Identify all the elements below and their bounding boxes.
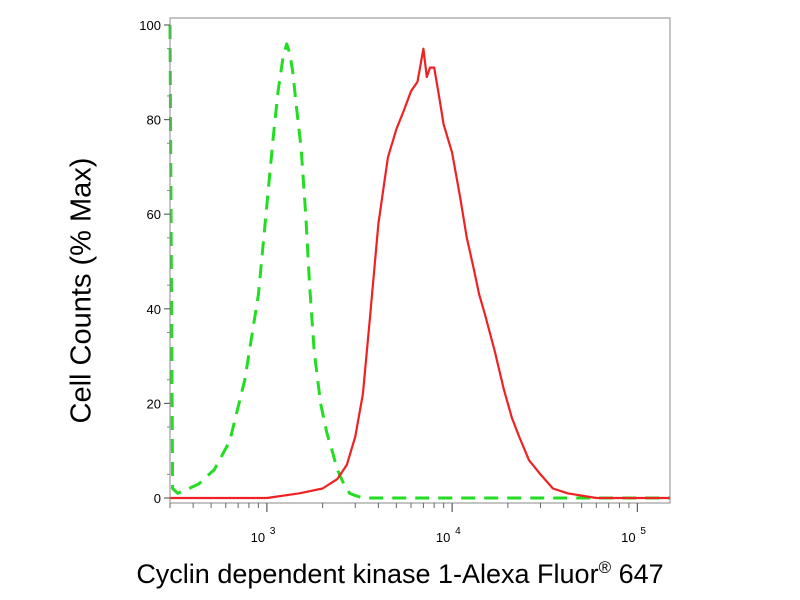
- x-axis-label-suffix: 647: [611, 559, 664, 589]
- control-series-line: [168, 24, 670, 500]
- y-tick-label: 100: [139, 18, 161, 33]
- x-tick-label-base: 10: [621, 530, 635, 545]
- x-axis-label: Cyclin dependent kinase 1-Alexa Fluor® 6…: [0, 558, 800, 590]
- x-tick-label-exponent: 4: [455, 526, 461, 537]
- x-tick-label-exponent: 3: [270, 526, 276, 537]
- y-tick-label: 20: [147, 396, 161, 411]
- registered-mark: ®: [598, 558, 612, 577]
- y-tick-label: 0: [154, 491, 161, 506]
- x-axis-label-text: Cyclin dependent kinase 1-Alexa Fluor: [136, 559, 599, 589]
- sample-series-line: [170, 47, 670, 500]
- x-tick-label-base: 10: [436, 530, 450, 545]
- y-axis-label: Cell Counts (% Max): [52, 60, 112, 520]
- y-axis-label-text: Cell Counts (% Max): [65, 157, 98, 423]
- x-tick-label-base: 10: [251, 530, 265, 545]
- x-tick-label-exponent: 5: [640, 526, 646, 537]
- y-tick-label: 80: [147, 113, 161, 128]
- axis-layer: 0 20 40 60 80 100 10 3 10 4 10 5: [139, 17, 671, 545]
- series-layer: [168, 24, 670, 500]
- plot-frame: [169, 17, 671, 504]
- y-tick-label: 60: [147, 207, 161, 222]
- y-tick-label: 40: [147, 302, 161, 317]
